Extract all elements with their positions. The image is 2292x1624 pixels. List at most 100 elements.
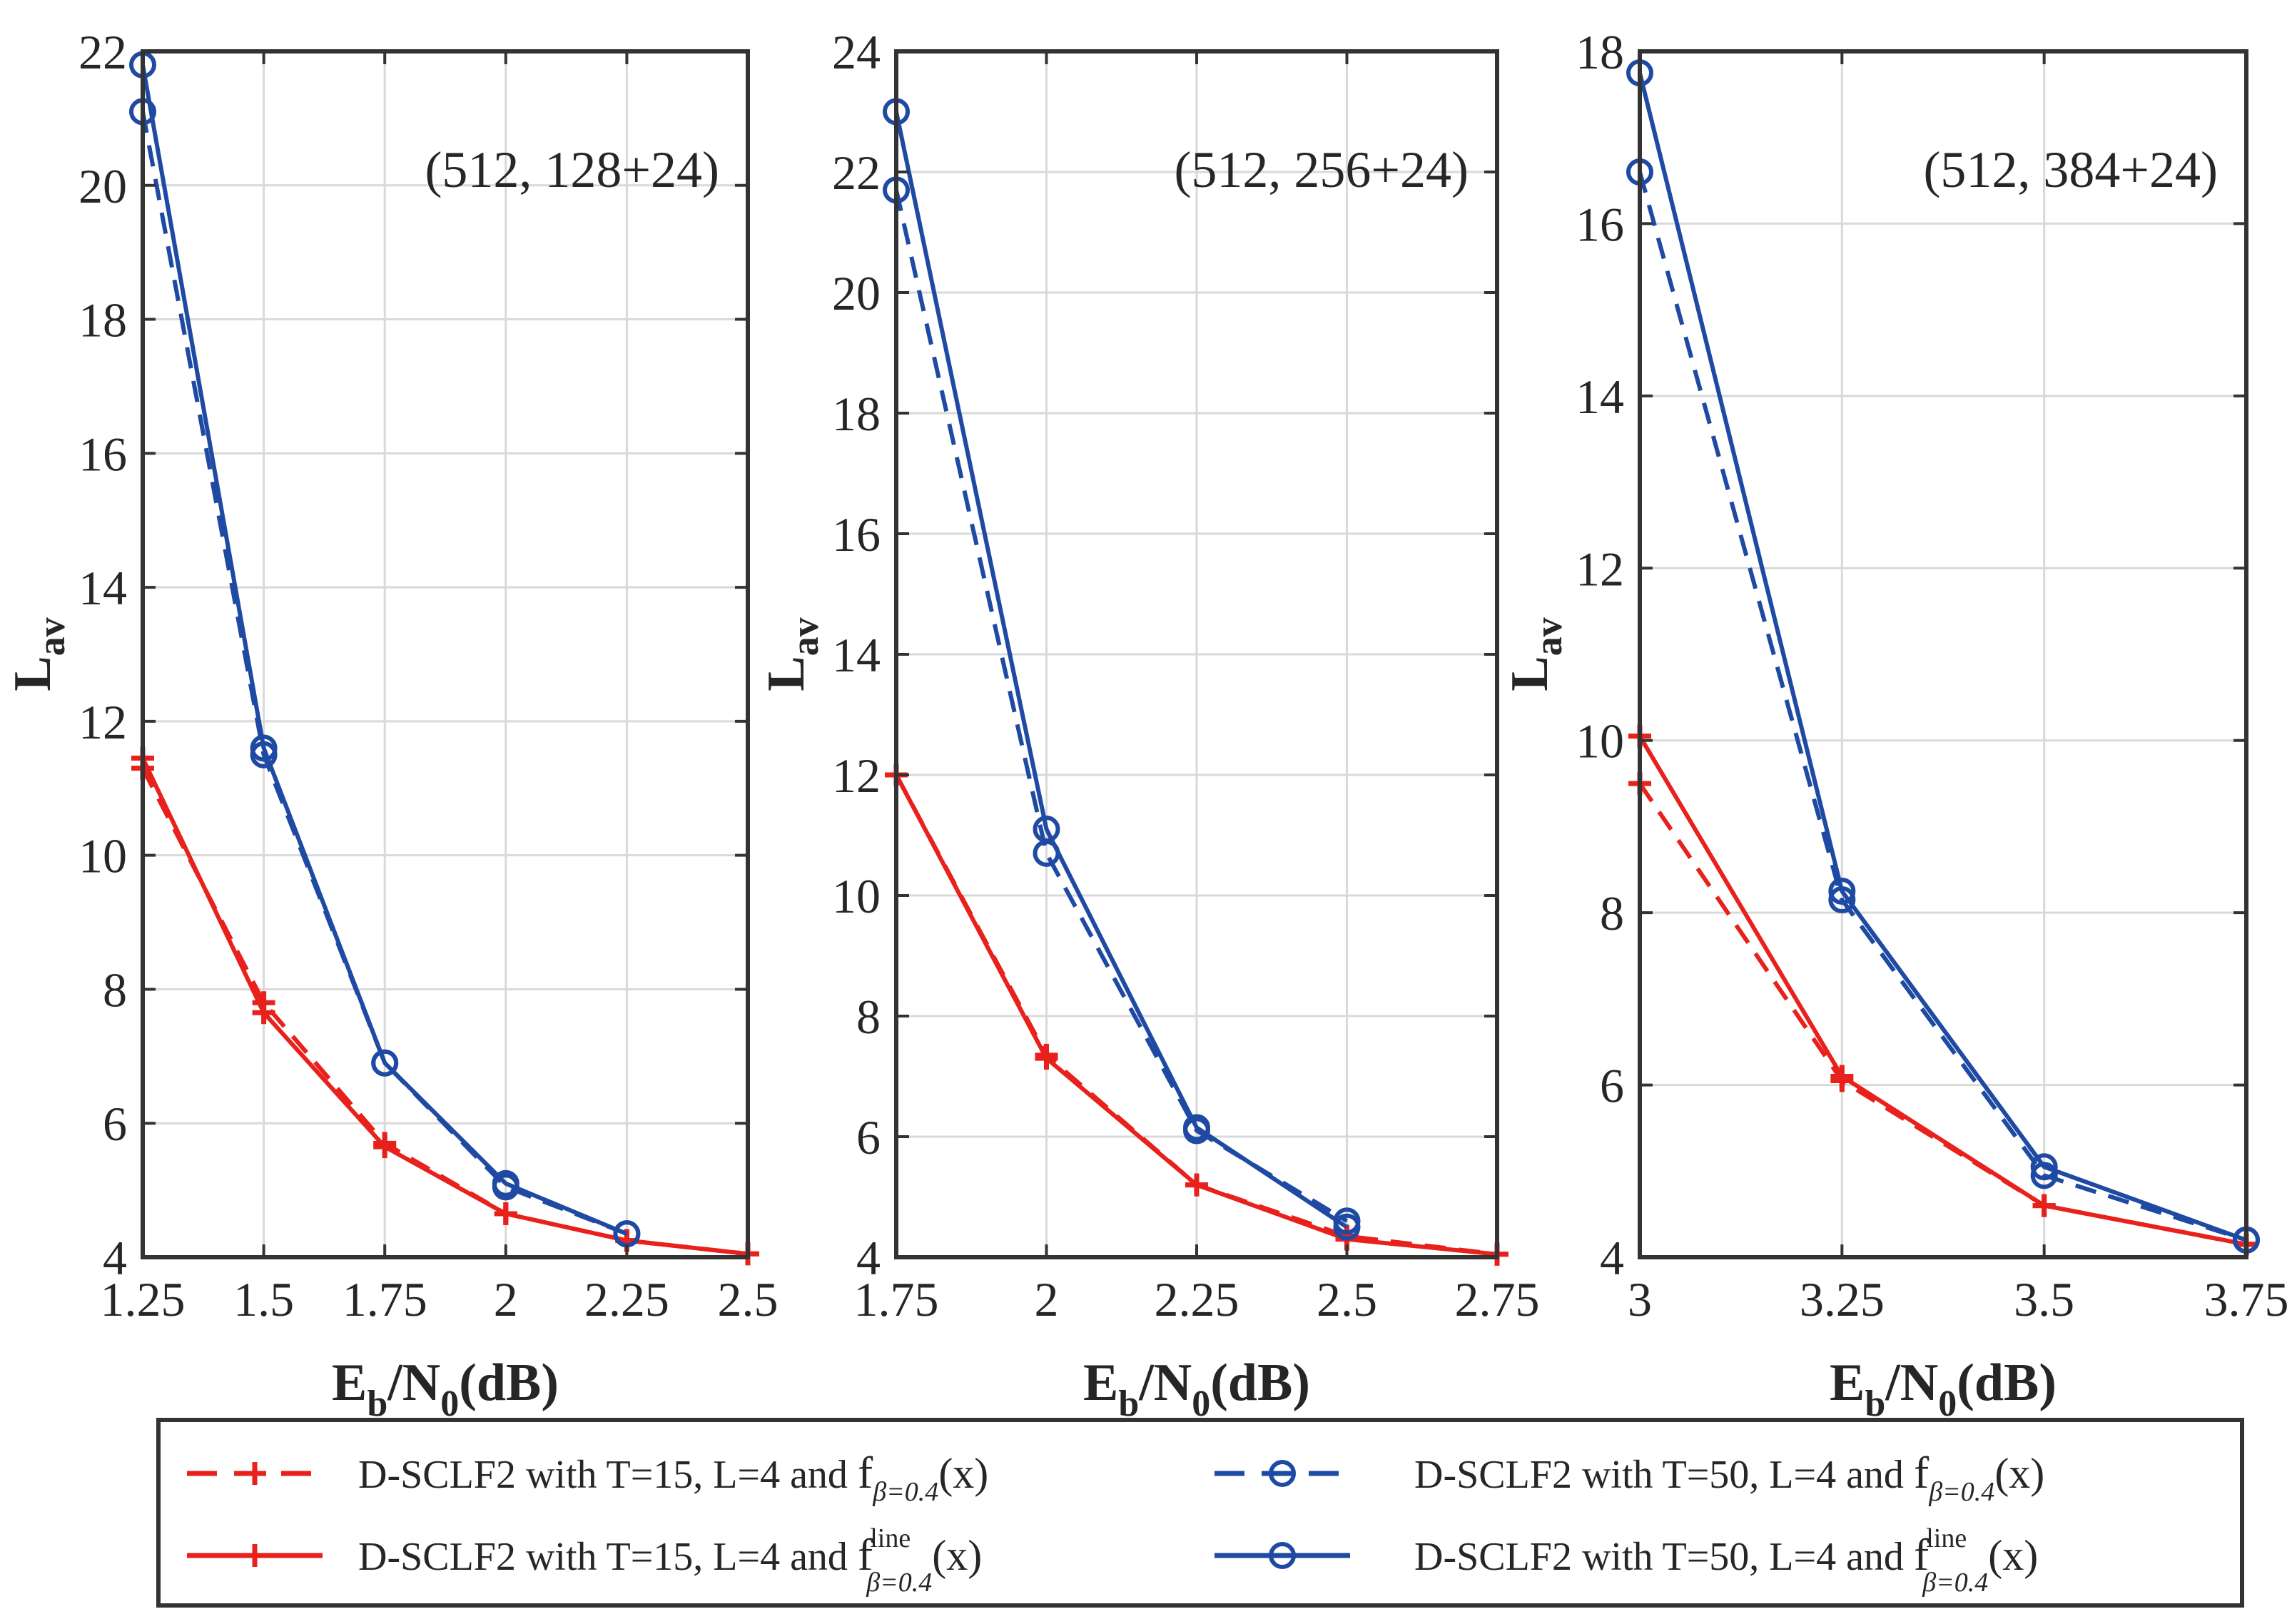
- y-tick-label: 22: [832, 146, 881, 200]
- y-axis-label: Lav: [4, 617, 73, 691]
- y-label-sub-av: av: [784, 617, 826, 656]
- data-point: [371, 1049, 399, 1077]
- x-label-sub-0: 0: [1938, 1384, 1957, 1424]
- x-label-sub-b: b: [1118, 1384, 1139, 1424]
- y-label-sub-av: av: [30, 617, 73, 656]
- y-tick-label: 16: [78, 427, 127, 481]
- plot-area: [1640, 51, 2246, 1257]
- panel-1: 1.25 1.5 1.75 2 2.25 2.5 4 6 8 10 12 14 16 18 20 22 (512…: [4, 25, 779, 1424]
- x-tick-label: 2: [1035, 1272, 1059, 1326]
- legend-entry-2: D-SCLF2 with T=50, L=4 and fβ=0.4(x): [1215, 1447, 2044, 1507]
- y-tick-label: 14: [832, 628, 881, 682]
- y-tick-label: 14: [1576, 370, 1624, 424]
- series-line-2: [1638, 735, 2247, 1247]
- legend: D-SCLF2 with T=15, L=4 and fβ=0.4(x) D-SC…: [156, 1418, 2244, 1608]
- legend-label: D-SCLF2 with T=50, L=4 and fline β=0.4(x): [1414, 1523, 2038, 1598]
- legend-entry-4: D-SCLF2 with T=50, L=4 and fline β=0.4(x): [1215, 1523, 2038, 1598]
- x-label-sub-0: 0: [440, 1384, 459, 1424]
- x-label-sub-0: 0: [1192, 1384, 1210, 1424]
- x-axis-label: Eb/N0(dB): [332, 1354, 559, 1424]
- y-tick-label: 14: [78, 561, 127, 615]
- legend-sub: β=0.4: [866, 1568, 932, 1598]
- legend-func: f: [1914, 1447, 1930, 1498]
- data-point: [373, 1135, 397, 1159]
- y-tick-label: 20: [78, 159, 127, 213]
- legend-marker: [1269, 1460, 1296, 1487]
- y-tick-label: 22: [78, 25, 127, 79]
- data-point: [1333, 1213, 1361, 1241]
- x-tick-label: 1.5: [233, 1272, 294, 1326]
- legend-sub: β=0.4: [1922, 1568, 1988, 1598]
- y-tick-label: 12: [832, 748, 881, 803]
- y-tick-label: 8: [856, 990, 881, 1044]
- data-point: [1035, 1047, 1058, 1070]
- x-label-sub-b: b: [367, 1384, 387, 1424]
- y-tick-label: 4: [1600, 1231, 1624, 1285]
- axes-frame: [141, 49, 750, 1259]
- y-tick-label: 12: [1576, 542, 1624, 596]
- data-point: [2032, 1194, 2056, 1217]
- y-label-sub-av: av: [1527, 617, 1570, 656]
- y-tick-label: 16: [832, 507, 881, 562]
- panel-2: 1.75 2 2.25 2.5 2.75 4 6 8 10 12 14 16 18 20 22 24 (512,…: [757, 25, 1540, 1424]
- legend-entry-3: D-SCLF2 with T=15, L=4 and fline β=0.4(x): [187, 1523, 982, 1598]
- panel-annotation: (512, 256+24): [1174, 141, 1469, 198]
- x-tick-label: 2: [494, 1272, 518, 1326]
- data-point: [492, 1169, 519, 1197]
- legend-marker: [243, 1462, 266, 1485]
- y-tick-label: 8: [1600, 886, 1624, 940]
- data-point: [1185, 1173, 1208, 1197]
- plot-area: [143, 51, 748, 1257]
- data-point: [250, 734, 278, 762]
- y-tick-label: 6: [103, 1097, 127, 1151]
- y-axis-label: Lav: [1501, 617, 1570, 691]
- x-tick-label: 3.75: [2204, 1272, 2289, 1326]
- y-tick-label: 20: [832, 266, 881, 320]
- series-line-4: [894, 111, 1349, 1229]
- legend-marker: [1269, 1542, 1296, 1569]
- x-label-sub-b: b: [1865, 1384, 1885, 1424]
- legend-arg: (x): [1988, 1532, 2038, 1579]
- x-tick-label: 2.25: [1155, 1272, 1239, 1326]
- legend-label: D-SCLF2 with T=15, L=4 and fline β=0.4(x): [358, 1523, 982, 1598]
- y-axis-label: Lav: [757, 617, 826, 691]
- legend-marker: [243, 1544, 266, 1567]
- axes-frame: [1638, 49, 2248, 1259]
- legend-label: D-SCLF2 with T=15, L=4 and fβ=0.4(x): [358, 1447, 988, 1507]
- data-point: [252, 1001, 275, 1025]
- x-tick-label: 3.25: [1800, 1272, 1885, 1326]
- x-tick-label: 1.75: [854, 1272, 939, 1326]
- x-tick-label: 1.75: [343, 1272, 427, 1326]
- y-tick-label: 8: [103, 963, 127, 1017]
- data-point: [1183, 1114, 1210, 1142]
- data-point: [2030, 1153, 2058, 1181]
- y-tick-label: 10: [78, 829, 127, 883]
- panel-annotation: (512, 128+24): [425, 141, 719, 198]
- y-tick-label: 4: [103, 1231, 127, 1285]
- series-line-2: [141, 757, 749, 1257]
- y-tick-label: 18: [832, 387, 881, 441]
- x-tick-label: 3.5: [2014, 1272, 2074, 1326]
- legend-sup: line: [870, 1523, 911, 1553]
- x-tick-label: 2.5: [718, 1272, 779, 1326]
- panel-3: 3 3.25 3.5 3.75 4 6 8 10 12 14 16 18 (512, 384+24) Eb…: [1501, 25, 2289, 1424]
- data-point: [1828, 877, 1856, 905]
- legend-func: f: [858, 1529, 873, 1580]
- legend-func: f: [858, 1447, 873, 1498]
- series-line-3: [1638, 171, 2247, 1242]
- x-tick-label: 2.25: [584, 1272, 669, 1326]
- y-tick-label: 6: [1600, 1059, 1624, 1113]
- legend-label: D-SCLF2 with T=50, L=4 and fβ=0.4(x): [1414, 1447, 2044, 1507]
- x-axis-label: Eb/N0(dB): [1083, 1354, 1310, 1424]
- legend-sub: β=0.4: [872, 1477, 938, 1507]
- data-point: [494, 1202, 517, 1225]
- x-tick-label: 2.75: [1455, 1272, 1540, 1326]
- x-axis-label: Eb/N0(dB): [1830, 1354, 2057, 1424]
- data-point: [1033, 816, 1060, 843]
- y-tick-label: 10: [832, 869, 881, 923]
- legend-sub: β=0.4: [1928, 1477, 1994, 1507]
- y-tick-label: 24: [832, 25, 881, 79]
- legend-entry-1: D-SCLF2 with T=15, L=4 and fβ=0.4(x): [187, 1447, 988, 1507]
- y-tick-label: 18: [78, 293, 127, 347]
